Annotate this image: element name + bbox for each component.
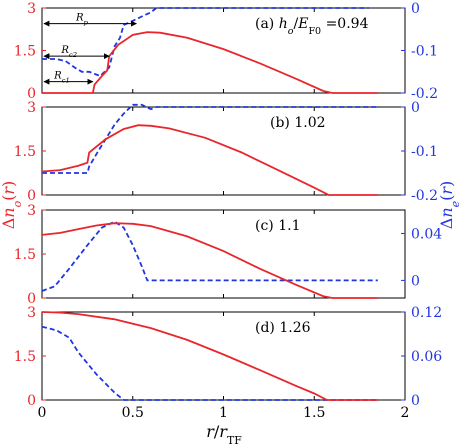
panel-label-a: (a) ho/EF0 =0.94 <box>255 16 369 37</box>
panel-d: 0 0.5 1 1.5 201.53 0.120.060(d) 1.26 <box>14 305 443 421</box>
series-delta-ne <box>42 103 378 174</box>
panel-label-b: (b) 1.02 <box>270 115 326 131</box>
left-tick-label: 0 <box>27 393 36 409</box>
panel-a: 0 1.5 3 0 -0.1 -0.2 (a) ho/EF0 =0.94 Rp Rc2 Rc1 <box>14 1 438 102</box>
right-tick-label: 0 <box>411 273 420 289</box>
right-tick-label: -0.2 <box>411 86 438 102</box>
x-tick-label: 0 <box>38 405 47 421</box>
right-tick-label: -0.1 <box>411 144 438 160</box>
y-axis-title-left: Δno(r) <box>0 181 24 230</box>
x-tick-label: 2 <box>401 405 410 421</box>
right-tick-label: 0.12 <box>411 305 442 321</box>
left-tick-label: 1.5 <box>14 44 36 60</box>
series-delta-no <box>41 222 378 299</box>
right-tick-label: -0.1 <box>411 44 438 60</box>
x-tick-label: 0.5 <box>122 405 144 421</box>
left-tick-label: 3 <box>27 100 36 116</box>
panel-frame <box>41 209 406 299</box>
panel-c: 0 1.5 3 0.04 0 (c) 1.1 <box>14 203 443 307</box>
panel-label-d: (d) 1.26 <box>255 320 311 336</box>
left-tick-label: 1.5 <box>14 247 36 263</box>
series-delta-no <box>41 311 378 401</box>
series-delta-ne <box>41 220 378 292</box>
x-tick-label: 1 <box>219 405 228 421</box>
left-tick-label: 3 <box>27 1 36 17</box>
series-delta-no <box>42 31 378 94</box>
panel-frame <box>41 106 406 196</box>
panel-b: 0 1.5 3 0 -0.1 -0.2 (b) 1.02 <box>14 100 438 204</box>
left-tick-label: 0 <box>27 188 36 204</box>
y-axis-title-right: Δne(r) <box>437 181 462 229</box>
left-tick-label: 1.5 <box>14 349 36 365</box>
x-axis-title: r/rTF <box>206 422 242 445</box>
right-tick-label: 0 <box>411 393 420 409</box>
right-tick-label: 0 <box>411 1 420 17</box>
series-delta-no <box>41 124 378 196</box>
left-tick-label: 3 <box>27 305 36 321</box>
left-tick-label: 3 <box>27 203 36 219</box>
right-tick-label: 0 <box>411 100 420 116</box>
series-delta-ne <box>42 7 369 78</box>
left-tick-label: 1.5 <box>14 144 36 160</box>
panel-label-c: (c) 1.1 <box>255 218 300 234</box>
radius-label: Rp <box>75 13 89 27</box>
radius-label: Rc2 <box>60 45 77 59</box>
panel-frame <box>41 311 406 401</box>
right-tick-label: 0.06 <box>411 349 442 365</box>
radius-label: Rc1 <box>53 71 70 85</box>
series-delta-ne <box>41 325 378 401</box>
right-tick-label: -0.2 <box>411 188 438 204</box>
left-tick-label: 0 <box>27 291 36 307</box>
x-tick-label: 1.5 <box>303 405 325 421</box>
right-tick-label: 0.04 <box>411 226 442 242</box>
left-tick-label: 0 <box>27 86 36 102</box>
